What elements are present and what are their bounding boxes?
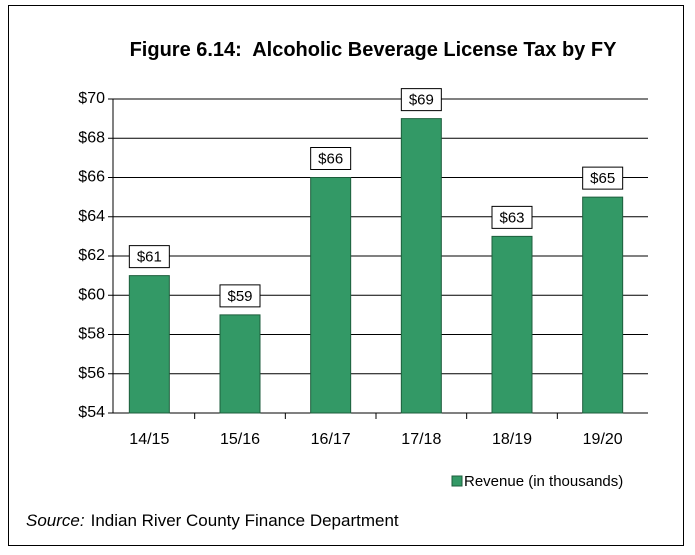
legend-label: Revenue (in thousands) xyxy=(464,473,623,490)
y-tick-label: $64 xyxy=(78,208,105,225)
legend-swatch xyxy=(451,475,463,487)
x-tick-label: 16/17 xyxy=(311,431,351,448)
data-label: $61 xyxy=(137,249,162,266)
data-label: $69 xyxy=(409,92,434,109)
data-label-box xyxy=(219,284,261,308)
chart-title: Figure 6.14: Alcoholic Beverage License … xyxy=(129,39,617,61)
y-tick-label: $56 xyxy=(78,365,105,382)
y-tick-label: $54 xyxy=(78,404,105,421)
data-label-box xyxy=(491,205,533,229)
bar xyxy=(582,196,624,414)
data-label: $59 xyxy=(227,288,252,305)
bar xyxy=(400,118,442,414)
bar xyxy=(128,275,170,414)
x-tick-label: 15/16 xyxy=(220,431,260,448)
source-note: Source: Indian River County Finance Depar… xyxy=(26,511,399,531)
source-label: Source: xyxy=(26,511,85,530)
y-tick-label: $66 xyxy=(78,169,105,186)
y-tick-label: $68 xyxy=(78,129,105,146)
data-label: $65 xyxy=(590,170,615,187)
bar xyxy=(491,235,533,414)
data-label-box xyxy=(582,166,624,190)
data-label: $66 xyxy=(318,150,343,167)
y-tick-label: $60 xyxy=(78,286,105,303)
bar xyxy=(219,314,261,414)
data-label: $63 xyxy=(499,209,524,226)
y-tick-label: $70 xyxy=(78,90,105,107)
y-tick-label: $62 xyxy=(78,247,105,264)
source-text: Indian River County Finance Department xyxy=(90,511,399,530)
y-tick-label: $58 xyxy=(78,326,105,343)
data-label-box xyxy=(310,147,352,170)
x-tick-label: 17/18 xyxy=(401,431,441,448)
data-label-box xyxy=(400,88,442,112)
bar xyxy=(310,177,352,414)
chart-frame xyxy=(8,5,684,546)
x-tick-label: 19/20 xyxy=(583,431,623,448)
x-tick-label: 14/15 xyxy=(129,431,169,448)
data-label-box xyxy=(128,245,170,269)
x-tick-label: 18/19 xyxy=(492,431,532,448)
